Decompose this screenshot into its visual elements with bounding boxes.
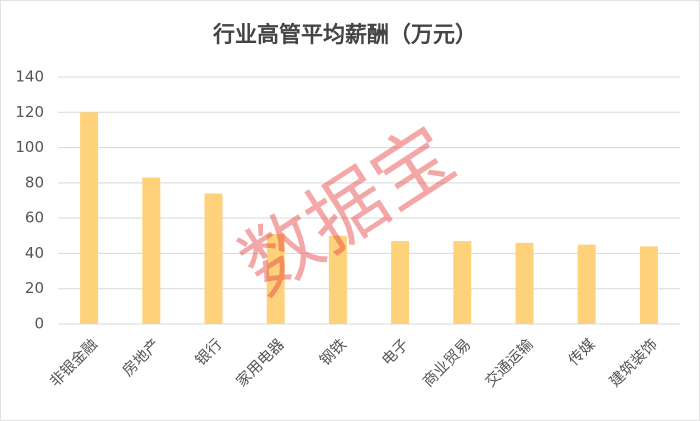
y-tick-label: 20 — [25, 279, 44, 297]
y-tick-label: 120 — [15, 103, 44, 121]
bar — [204, 193, 223, 324]
y-tick-label: 80 — [25, 173, 44, 191]
y-tick-label: 100 — [15, 138, 44, 156]
bar — [266, 234, 285, 324]
bar — [639, 246, 658, 324]
y-tick-label: 140 — [15, 68, 44, 86]
bar — [142, 177, 161, 324]
bar — [328, 235, 347, 324]
y-tick-label: 60 — [25, 209, 44, 227]
y-tick-label: 0 — [34, 315, 44, 333]
bar — [391, 241, 410, 324]
chart-title: 行业高管平均薪酬（万元） — [212, 22, 477, 48]
bar — [577, 244, 596, 324]
y-tick-label: 40 — [25, 244, 44, 262]
bar — [515, 242, 534, 324]
bar — [453, 241, 472, 324]
bar — [80, 112, 99, 325]
